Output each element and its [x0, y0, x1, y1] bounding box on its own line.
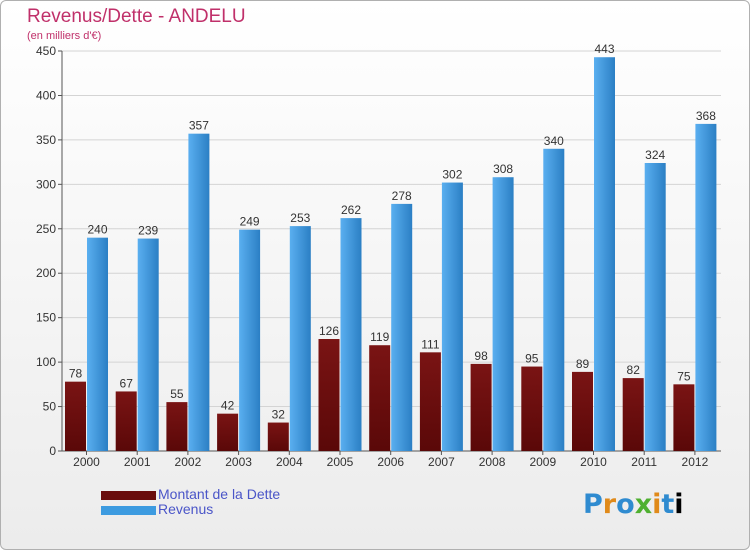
debt-bar-label: 55 [170, 387, 184, 401]
legend-label-debt: Montant de la Dette [158, 486, 281, 502]
revenue-bar-label: 249 [240, 215, 260, 229]
debt-bar-label: 98 [474, 349, 488, 363]
x-tick-label: 2006 [377, 455, 404, 469]
x-tick-label: 2012 [682, 455, 709, 469]
y-tick-label: 0 [49, 444, 56, 458]
revenue-bar-label: 302 [442, 168, 462, 182]
y-tick-label: 100 [36, 355, 56, 369]
proxiti-logo: Proxiti [583, 489, 684, 520]
revenue-bar [441, 182, 463, 452]
legend-swatch-revenue [101, 506, 156, 515]
revenue-bar [644, 163, 666, 451]
debt-bar-label: 111 [421, 337, 440, 351]
debt-bar-label: 75 [677, 369, 691, 383]
y-tick-label: 350 [36, 133, 56, 147]
y-tick-label: 450 [36, 44, 56, 58]
y-tick-label: 400 [36, 88, 56, 102]
debt-bar [521, 366, 543, 451]
debt-bar [622, 378, 644, 451]
debt-bar-label: 32 [272, 408, 286, 422]
revenue-bar-label: 357 [189, 119, 209, 133]
debt-bar [166, 402, 188, 451]
debt-bar-label: 67 [120, 376, 134, 390]
y-tick-label: 300 [36, 177, 56, 191]
legend-label-revenue: Revenus [158, 501, 214, 517]
revenue-bar [340, 218, 362, 451]
debt-bar [267, 422, 289, 451]
chart-title: Revenus/Dette - ANDELU [27, 6, 246, 27]
x-tick-label: 2008 [479, 455, 506, 469]
revenue-bar [188, 133, 210, 451]
revenue-bar-label: 443 [594, 42, 614, 56]
debt-bar-label: 78 [69, 367, 83, 381]
debt-bar [419, 352, 441, 451]
debt-bar-label: 82 [627, 363, 641, 377]
debt-bar-label: 89 [576, 357, 590, 371]
legend-swatch-debt [101, 491, 156, 500]
x-tick-label: 2010 [580, 455, 607, 469]
x-tick-label: 2011 [631, 455, 657, 469]
x-tick-label: 2005 [327, 455, 354, 469]
x-tick-label: 2001 [124, 455, 151, 469]
chart-subtitle: (en milliers d'€) [27, 30, 102, 42]
revenue-bar [391, 203, 413, 451]
revenue-bar-label: 240 [87, 223, 107, 237]
debt-bar [65, 381, 86, 451]
debt-bar [318, 339, 340, 451]
revenue-bar-label: 239 [138, 224, 158, 238]
revenue-bar [239, 229, 261, 451]
y-tick-label: 200 [36, 266, 56, 280]
x-tick-label: 2003 [225, 455, 252, 469]
revenue-bar [492, 177, 514, 451]
revenue-bar-label: 368 [696, 109, 716, 123]
x-tick-label: 2009 [529, 455, 556, 469]
revenue-bar [289, 226, 311, 451]
debt-bar [673, 384, 695, 451]
revenue-bar-label: 253 [290, 211, 310, 225]
revenue-bar [543, 148, 565, 451]
debt-bar [115, 391, 137, 451]
revenue-bar-label: 324 [645, 148, 665, 162]
debt-bar-label: 95 [525, 352, 539, 366]
debt-bar-label: 126 [319, 324, 339, 338]
revenue-bar [695, 123, 717, 451]
revenue-bar [594, 57, 615, 451]
debt-bar-label: 119 [370, 330, 389, 344]
y-tick-label: 150 [36, 311, 56, 325]
debt-bar [369, 345, 391, 451]
y-tick-label: 250 [36, 222, 56, 236]
x-tick-label: 2007 [428, 455, 455, 469]
revenue-bar-label: 340 [544, 134, 564, 148]
revenue-bar-label: 308 [493, 162, 513, 176]
x-tick-label: 2000 [73, 455, 100, 469]
revenue-bar [87, 237, 108, 451]
revenue-bar-label: 278 [392, 189, 412, 203]
debt-bar [217, 413, 239, 451]
y-tick-label: 50 [43, 400, 57, 414]
debt-bar-label: 42 [221, 399, 235, 413]
debt-bar [470, 363, 492, 451]
x-tick-label: 2002 [175, 455, 202, 469]
debt-bar [572, 371, 593, 451]
revenue-bar [137, 238, 159, 451]
x-tick-label: 2004 [276, 455, 303, 469]
revenue-bar-label: 262 [341, 203, 361, 217]
